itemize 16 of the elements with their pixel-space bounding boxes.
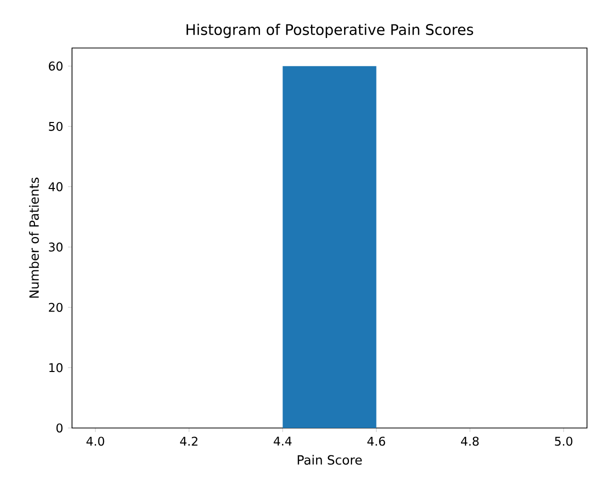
x-tick-label: 4.6	[367, 436, 386, 446]
chart-title: Histogram of Postoperative Pain Scores	[186, 24, 474, 38]
x-axis-title: Pain Score	[298, 454, 362, 465]
x-tick-label: 4.0	[86, 436, 104, 446]
y-tick-label: 40	[48, 182, 62, 192]
y-tick-label: 10	[49, 363, 62, 372]
x-tick-label: 5.0	[554, 436, 572, 446]
y-tick-label: 60	[48, 62, 62, 71]
x-tick-label: 4.4	[274, 436, 292, 446]
x-tick-label: 4.8	[461, 436, 479, 446]
y-tick-label: 50	[48, 122, 62, 131]
y-axis-title: Number of Patients	[29, 178, 39, 298]
x-tick-label: 4.2	[180, 436, 198, 446]
y-tick-label: 0	[56, 423, 62, 433]
y-tick-label: 20	[48, 302, 62, 312]
y-tick-label: 30	[48, 242, 62, 252]
